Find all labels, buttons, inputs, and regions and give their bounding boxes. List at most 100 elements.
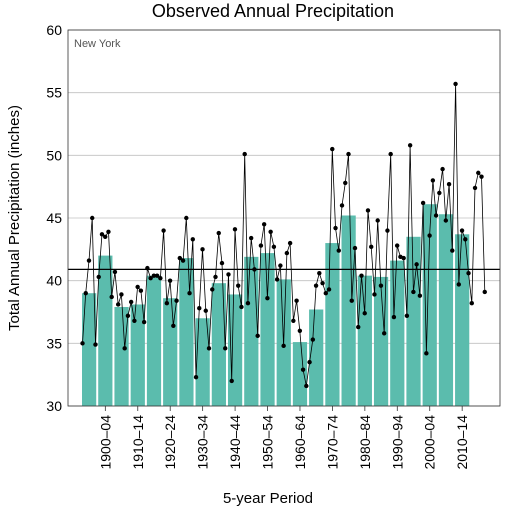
annual-point: [219, 260, 225, 266]
annual-point: [83, 291, 88, 296]
annual-point: [154, 273, 160, 278]
annual-point: [187, 291, 192, 296]
bar-series: [82, 204, 470, 406]
annual-point: [103, 234, 108, 239]
annual-point: [145, 265, 150, 271]
annual-point: [248, 235, 254, 241]
annual-point: [90, 215, 95, 221]
annual-point: [476, 170, 481, 176]
y-axis-label: Total Annual Precipitation (inches): [6, 105, 23, 331]
annual-point: [213, 274, 218, 280]
annual-point: [346, 151, 351, 157]
annual-point: [310, 337, 316, 342]
annual-point: [106, 229, 111, 234]
bar: [179, 258, 194, 406]
annual-point: [119, 292, 124, 297]
y-tick-label: 30: [46, 398, 62, 414]
annual-point: [258, 243, 264, 248]
annual-point: [294, 298, 299, 303]
annual-point: [456, 282, 462, 287]
annual-point: [232, 227, 238, 232]
bar: [227, 294, 243, 406]
bar: [390, 260, 405, 406]
annual-point: [320, 280, 325, 286]
bar: [130, 304, 145, 406]
annual-point: [424, 351, 429, 356]
annual-point: [333, 225, 338, 231]
annual-point: [128, 299, 134, 305]
annual-series: [80, 81, 487, 389]
annual-point: [281, 343, 286, 349]
annual-point: [362, 311, 367, 316]
annual-point: [229, 378, 234, 384]
annual-point: [245, 301, 251, 306]
annual-point: [336, 248, 341, 253]
annual-point: [132, 318, 137, 323]
bar: [357, 275, 372, 406]
bar: [422, 204, 437, 406]
annual-point: [394, 243, 400, 248]
annual-point: [304, 383, 309, 389]
x-tick-label: 1950–54: [260, 415, 276, 470]
annual-point: [479, 174, 484, 179]
annual-point: [417, 293, 423, 298]
bar: [341, 215, 356, 406]
bar: [260, 253, 275, 406]
bar: [82, 293, 97, 406]
bar: [98, 255, 113, 406]
y-axis: 30 35 40 45 50 55 60: [46, 22, 62, 414]
bar: [195, 318, 210, 406]
y-tick-label: 45: [46, 210, 62, 226]
annual-point: [472, 185, 478, 191]
annual-point: [148, 275, 153, 281]
annual-point: [96, 274, 101, 280]
annual-point: [450, 248, 455, 253]
bar: [292, 342, 308, 406]
annual-point: [313, 283, 319, 288]
annual-point: [339, 203, 345, 208]
annual-point: [216, 230, 221, 236]
x-tick-label: 1960–64: [292, 415, 308, 470]
annual-point: [200, 247, 205, 252]
x-tick-label: 1900–04: [97, 415, 113, 470]
annual-point: [287, 240, 293, 246]
annual-point: [271, 244, 277, 250]
annual-point: [190, 237, 195, 242]
annual-point: [268, 229, 273, 234]
annual-point: [109, 294, 114, 300]
location-annotation: New York: [74, 38, 121, 50]
annual-point: [80, 341, 85, 346]
bar: [244, 256, 259, 406]
bar: [146, 275, 162, 406]
annual-point: [180, 258, 186, 263]
x-axis: 1900–04 1910–14 1920–24 1930–34 1940–44 1950–…: [97, 406, 470, 470]
annual-point: [210, 287, 215, 292]
annual-point: [226, 272, 231, 277]
x-tick-label: 1970–74: [324, 415, 340, 470]
annual-point: [177, 255, 183, 261]
annual-point: [223, 346, 228, 351]
annual-point: [349, 298, 354, 303]
chart-title: Observed Annual Precipitation: [152, 1, 394, 21]
bar: [406, 236, 421, 406]
bar: [373, 276, 389, 406]
y-tick-label: 60: [46, 22, 62, 38]
annual-point: [359, 273, 364, 278]
annual-point: [352, 245, 358, 251]
annual-point: [469, 301, 474, 306]
annual-point: [300, 367, 306, 372]
annual-point: [414, 262, 419, 267]
annual-point: [193, 374, 199, 380]
bar: [309, 309, 324, 406]
annual-point: [125, 313, 131, 318]
bar: [114, 306, 129, 406]
annual-point: [427, 233, 432, 238]
annual-point: [141, 319, 147, 325]
annual-point: [261, 222, 267, 227]
y-tick-label: 55: [46, 85, 62, 101]
annual-point: [326, 287, 332, 292]
annual-point: [278, 263, 283, 268]
annual-point: [440, 166, 445, 172]
annual-point: [115, 302, 121, 307]
annual-point: [356, 324, 361, 330]
